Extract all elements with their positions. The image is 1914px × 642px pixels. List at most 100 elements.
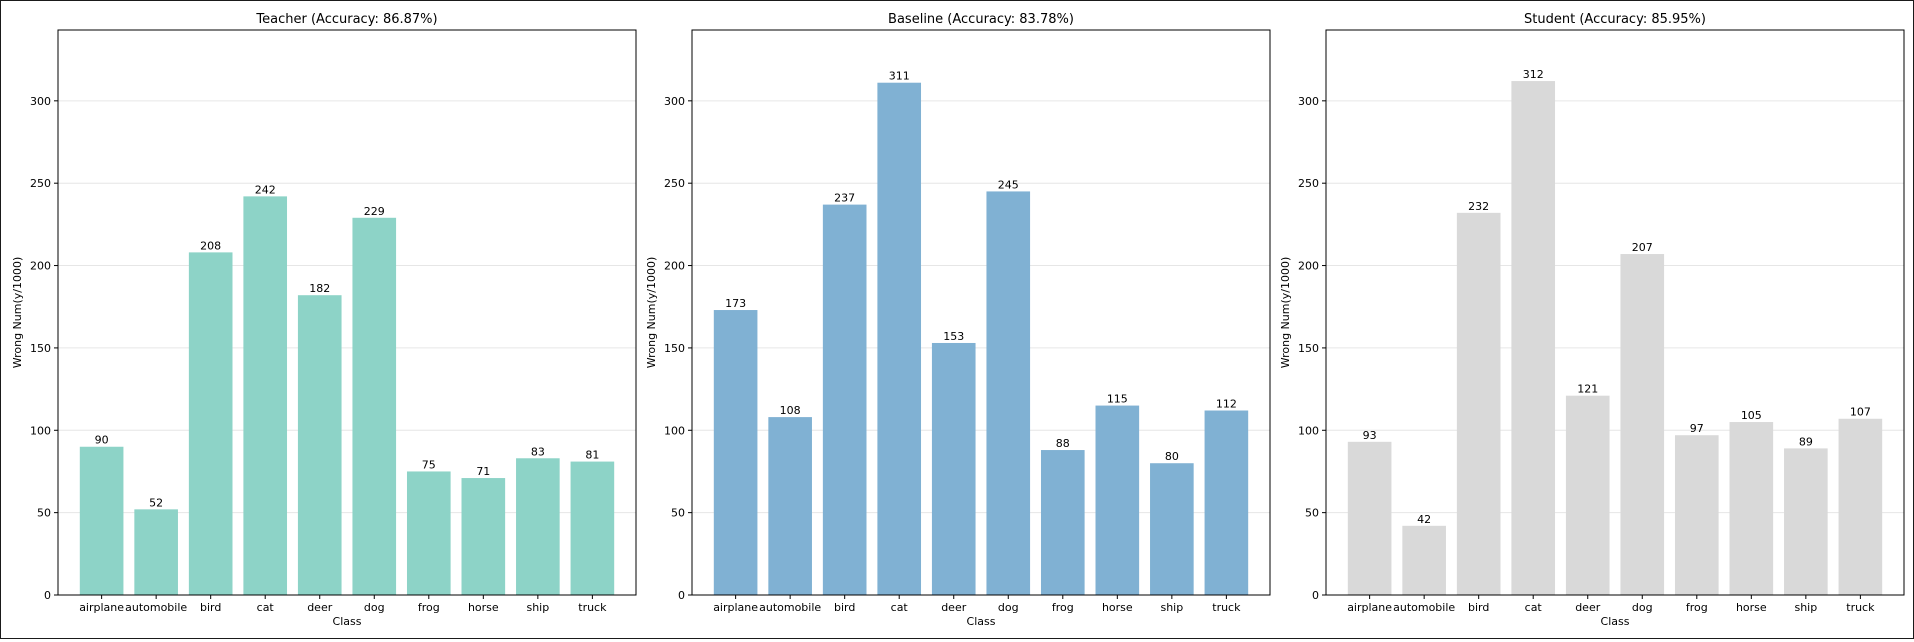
x-tick-label: dog xyxy=(1632,601,1653,614)
y-tick-label: 100 xyxy=(30,424,51,437)
plot-frame xyxy=(57,29,637,596)
data-label: 312 xyxy=(1523,68,1544,81)
x-axis-label: Class xyxy=(967,615,996,628)
data-label: 52 xyxy=(149,496,163,509)
bar-truck xyxy=(570,461,615,595)
bar-airplane xyxy=(1347,441,1392,595)
chart-panel-baseline: Baseline (Accuracy: 83.78%) Class Wrong … xyxy=(645,12,1271,628)
x-tick-label: automobile xyxy=(125,601,187,614)
bar-bird xyxy=(188,252,233,595)
bar-cat xyxy=(877,82,922,596)
data-label: 311 xyxy=(889,70,910,83)
data-label: 97 xyxy=(1690,422,1704,435)
data-label: 83 xyxy=(531,445,545,458)
x-tick-label: deer xyxy=(1575,601,1601,614)
plot-frame xyxy=(691,29,1271,596)
y-tick-label: 50 xyxy=(671,507,685,520)
bar-ship xyxy=(1784,448,1828,595)
bar-deer xyxy=(1565,395,1610,595)
x-axis-label: Class xyxy=(1601,615,1630,628)
x-tick-label: dog xyxy=(364,601,385,614)
data-label: 108 xyxy=(780,404,801,417)
x-tick-label: bird xyxy=(834,601,855,614)
x-tick-label: automobile xyxy=(1393,601,1455,614)
data-label: 80 xyxy=(1165,450,1179,463)
x-tick-label: truck xyxy=(1212,601,1241,614)
data-label: 153 xyxy=(943,330,964,343)
bar-deer xyxy=(297,295,342,595)
data-label: 245 xyxy=(998,178,1019,191)
bar-truck xyxy=(1838,418,1883,595)
bar-automobile xyxy=(134,509,178,595)
y-tick-label: 150 xyxy=(664,342,685,355)
bar-ship xyxy=(516,458,560,595)
y-tick-label: 100 xyxy=(1298,424,1319,437)
x-tick-label: ship xyxy=(526,601,549,614)
bar-cat xyxy=(243,196,288,595)
data-label: 107 xyxy=(1850,406,1871,419)
y-axis-label: Wrong Num(y/1000) xyxy=(11,257,24,369)
x-tick-label: truck xyxy=(578,601,607,614)
data-label: 229 xyxy=(364,205,385,218)
data-label: 232 xyxy=(1468,200,1489,213)
data-label: 42 xyxy=(1417,513,1431,526)
y-tick-label: 50 xyxy=(37,507,51,520)
x-axis-label: Class xyxy=(333,615,362,628)
data-label: 115 xyxy=(1107,393,1128,406)
data-label: 182 xyxy=(309,282,330,295)
x-tick-label: cat xyxy=(257,601,275,614)
bar-deer xyxy=(931,342,976,595)
y-axis-label: Wrong Num(y/1000) xyxy=(645,257,658,369)
x-tick-label: deer xyxy=(941,601,967,614)
y-tick-label: 0 xyxy=(1312,589,1319,602)
chart-panel-teacher: Teacher (Accuracy: 86.87%) Class Wrong N… xyxy=(11,12,637,628)
plot-frame xyxy=(1325,29,1905,596)
bar-bird xyxy=(822,204,867,595)
data-label: 71 xyxy=(476,465,490,478)
bar-bird xyxy=(1456,212,1501,595)
bar-airplane xyxy=(79,446,124,595)
bar-dog xyxy=(986,191,1031,595)
data-label: 75 xyxy=(422,458,436,471)
bar-dog xyxy=(352,217,397,596)
x-tick-label: horse xyxy=(1102,601,1133,614)
y-tick-label: 200 xyxy=(664,260,685,273)
bar-dog xyxy=(1620,254,1665,596)
bar-ship xyxy=(1150,463,1194,595)
y-tick-label: 200 xyxy=(1298,260,1319,273)
bar-horse xyxy=(1095,405,1140,595)
x-tick-label: dog xyxy=(998,601,1019,614)
data-label: 88 xyxy=(1056,437,1070,450)
data-label: 208 xyxy=(200,239,221,252)
x-tick-label: automobile xyxy=(759,601,821,614)
x-tick-label: deer xyxy=(307,601,333,614)
y-tick-label: 250 xyxy=(664,177,685,190)
x-tick-label: bird xyxy=(200,601,221,614)
data-label: 207 xyxy=(1632,241,1653,254)
data-label: 242 xyxy=(255,183,276,196)
bar-horse xyxy=(1729,422,1774,595)
data-label: 93 xyxy=(1363,429,1377,442)
y-tick-label: 0 xyxy=(678,589,685,602)
y-tick-label: 0 xyxy=(44,589,51,602)
data-label: 112 xyxy=(1216,398,1237,411)
y-tick-label: 200 xyxy=(30,260,51,273)
chart-title: Student (Accuracy: 85.95%) xyxy=(1524,12,1706,27)
data-label: 237 xyxy=(834,192,855,205)
data-label: 121 xyxy=(1577,383,1598,396)
x-tick-label: frog xyxy=(1052,601,1074,614)
y-tick-label: 300 xyxy=(1298,95,1319,108)
y-gridlines xyxy=(58,100,636,514)
y-tick-label: 100 xyxy=(664,424,685,437)
bar-automobile xyxy=(1402,525,1446,595)
x-tick-label: frog xyxy=(418,601,440,614)
x-tick-label: horse xyxy=(1736,601,1767,614)
y-tick-label: 150 xyxy=(30,342,51,355)
bar-airplane xyxy=(713,310,758,595)
x-tick-label: ship xyxy=(1160,601,1183,614)
bar-automobile xyxy=(768,417,812,595)
y-axis-label: Wrong Num(y/1000) xyxy=(1279,257,1292,369)
y-tick-label: 150 xyxy=(1298,342,1319,355)
x-tick-label: frog xyxy=(1686,601,1708,614)
